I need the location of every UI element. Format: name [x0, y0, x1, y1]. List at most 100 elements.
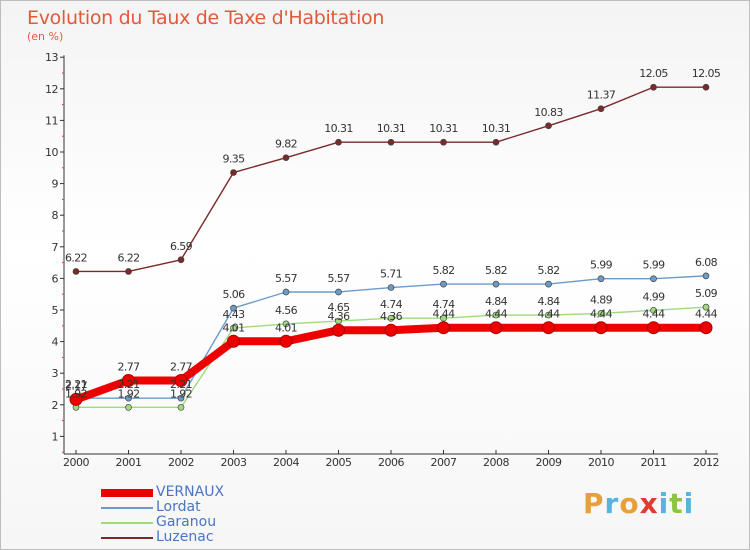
y-tick-label: 2	[52, 399, 59, 412]
data-point	[594, 321, 608, 335]
data-label: 10.31	[429, 122, 458, 135]
data-point	[125, 403, 132, 411]
data-label: 4.36	[380, 310, 403, 323]
data-point	[440, 280, 447, 288]
data-label: 4.74	[380, 298, 403, 311]
data-point	[387, 138, 395, 146]
data-label: 12.05	[639, 67, 668, 80]
data-label: 5.57	[327, 272, 350, 285]
data-point	[230, 169, 237, 176]
data-label: 4.99	[642, 290, 665, 303]
data-point	[387, 284, 395, 291]
data-point	[597, 310, 605, 317]
x-tick-label: 2001	[116, 456, 142, 469]
data-label: 4.44	[537, 308, 560, 321]
data-label: 10.31	[324, 122, 353, 135]
legend-label-vernaux: VERNAUX	[156, 484, 225, 500]
data-label: 6.59	[170, 240, 193, 253]
brand-letter: i	[658, 487, 670, 520]
data-label: 2.77	[170, 360, 193, 373]
data-label: 5.71	[380, 268, 402, 281]
x-tick-label: 2004	[273, 456, 299, 469]
data-label: 4.74	[432, 298, 455, 311]
x-tick-label: 2000	[63, 456, 89, 469]
data-label: 11.37	[587, 89, 616, 102]
data-label: 4.56	[275, 304, 298, 317]
brand-letter: t	[669, 487, 684, 520]
data-label: 4.89	[590, 293, 613, 306]
data-point	[230, 324, 237, 332]
data-label: 4.43	[222, 308, 245, 321]
data-label: 4.44	[590, 308, 613, 321]
data-label: 5.82	[485, 264, 507, 277]
data-label: 4.84	[485, 295, 508, 308]
data-label: 5.06	[222, 288, 245, 301]
data-point	[177, 394, 185, 402]
x-tick-label: 2003	[221, 456, 247, 469]
data-label: 1.92	[65, 387, 87, 400]
brand-letter: i	[683, 487, 695, 520]
data-label: 12.05	[692, 67, 721, 80]
x-tick-label: 2007	[431, 456, 457, 469]
brand-letter: x	[639, 487, 659, 520]
data-label: 4.01	[275, 321, 297, 334]
data-point	[492, 311, 500, 319]
data-label: 4.65	[327, 301, 350, 314]
data-label: 2.21	[65, 378, 87, 391]
x-tick-label: 2009	[536, 456, 562, 469]
data-label: 6.22	[65, 251, 87, 264]
data-point	[702, 303, 710, 311]
data-label: 5.82	[537, 264, 559, 277]
data-label: 4.44	[432, 308, 455, 321]
legend-label-garanou: Garanou	[156, 514, 217, 530]
data-label: 10.31	[377, 122, 406, 135]
data-point	[492, 138, 500, 146]
y-tick-label: 7	[52, 241, 59, 254]
brand-letter: r	[604, 487, 620, 520]
data-point	[597, 275, 605, 283]
y-tick-label: 9	[52, 178, 59, 191]
data-point	[282, 154, 290, 162]
data-point	[174, 373, 188, 387]
data-label: 4.36	[327, 310, 350, 323]
legend-label-luzenac: Luzenac	[156, 529, 214, 545]
y-tick-label: 3	[52, 367, 59, 380]
data-point	[542, 321, 555, 335]
data-point	[227, 334, 240, 348]
data-point	[702, 272, 710, 280]
chart-title: Evolution du Taux de Taxe d'Habitation	[27, 7, 385, 29]
data-label: 4.44	[642, 308, 665, 321]
brand-letter: o	[619, 487, 640, 520]
data-label: 1.92	[117, 387, 139, 400]
data-label: 10.31	[482, 122, 511, 135]
y-tick-label: 4	[52, 336, 59, 349]
data-point	[647, 321, 660, 335]
data-point	[177, 403, 185, 411]
data-point	[384, 323, 398, 337]
legend-swatch-luzenac	[101, 537, 153, 539]
y-tick-label: 11	[45, 114, 58, 127]
data-label: 9.35	[222, 153, 245, 166]
x-tick-label: 2012	[693, 456, 719, 469]
data-point	[177, 256, 185, 264]
data-point	[332, 323, 345, 337]
data-label: 6.08	[695, 256, 718, 269]
x-tick-label: 2002	[168, 456, 194, 469]
data-point	[335, 288, 342, 296]
data-point	[597, 105, 605, 113]
data-point	[125, 268, 132, 275]
y-tick-label: 1	[52, 430, 59, 443]
data-label: 5.09	[695, 287, 718, 300]
data-point	[489, 321, 503, 335]
data-label: 4.44	[485, 308, 508, 321]
y-tick-label: 6	[52, 272, 59, 285]
data-label: 4.44	[695, 308, 718, 321]
y-tick-label: 10	[45, 146, 58, 159]
legend-label-lordat: Lordat	[156, 499, 201, 515]
data-label: 5.99	[590, 259, 613, 272]
data-label: 5.82	[432, 264, 454, 277]
data-label: 4.01	[222, 321, 244, 334]
data-point	[387, 314, 395, 322]
x-tick-label: 2008	[483, 456, 509, 469]
